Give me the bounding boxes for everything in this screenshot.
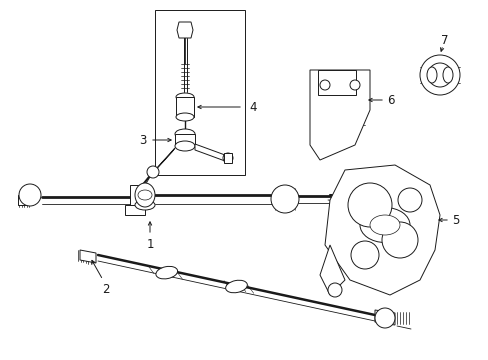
Circle shape [349, 80, 359, 90]
Bar [175, 134, 195, 146]
Text: 4: 4 [248, 100, 256, 113]
Ellipse shape [359, 207, 409, 243]
Text: 5: 5 [451, 213, 458, 226]
Polygon shape [319, 245, 345, 295]
Ellipse shape [138, 190, 152, 200]
Ellipse shape [426, 67, 436, 83]
Ellipse shape [156, 266, 177, 279]
Ellipse shape [175, 129, 195, 139]
Text: 2: 2 [102, 283, 109, 296]
Circle shape [19, 184, 41, 206]
Polygon shape [309, 70, 369, 160]
Ellipse shape [176, 113, 194, 121]
Ellipse shape [176, 93, 194, 101]
Circle shape [374, 308, 394, 328]
Circle shape [347, 183, 391, 227]
Circle shape [350, 241, 378, 269]
Text: 6: 6 [386, 94, 394, 107]
Polygon shape [18, 195, 30, 205]
Ellipse shape [273, 191, 295, 207]
Polygon shape [125, 205, 145, 215]
Ellipse shape [175, 141, 195, 151]
Polygon shape [152, 148, 175, 174]
Polygon shape [177, 22, 193, 38]
Circle shape [419, 55, 459, 95]
Polygon shape [374, 310, 394, 325]
Polygon shape [224, 153, 231, 163]
Circle shape [397, 188, 421, 212]
Text: 3: 3 [140, 134, 147, 147]
Circle shape [147, 166, 159, 178]
Bar [155, 10, 244, 175]
Bar [176, 97, 194, 117]
Text: 1: 1 [146, 238, 153, 251]
Polygon shape [325, 165, 439, 295]
Circle shape [319, 80, 329, 90]
Circle shape [270, 185, 298, 213]
Ellipse shape [135, 200, 155, 210]
Bar [317, 70, 355, 95]
Ellipse shape [369, 215, 399, 235]
Circle shape [381, 222, 417, 258]
Ellipse shape [135, 183, 155, 207]
Polygon shape [80, 250, 96, 263]
Ellipse shape [442, 67, 452, 83]
Circle shape [223, 153, 232, 163]
Ellipse shape [225, 280, 247, 293]
Polygon shape [130, 185, 140, 205]
Circle shape [427, 63, 451, 87]
Polygon shape [195, 144, 224, 161]
Text: 7: 7 [440, 34, 448, 47]
Circle shape [327, 283, 341, 297]
